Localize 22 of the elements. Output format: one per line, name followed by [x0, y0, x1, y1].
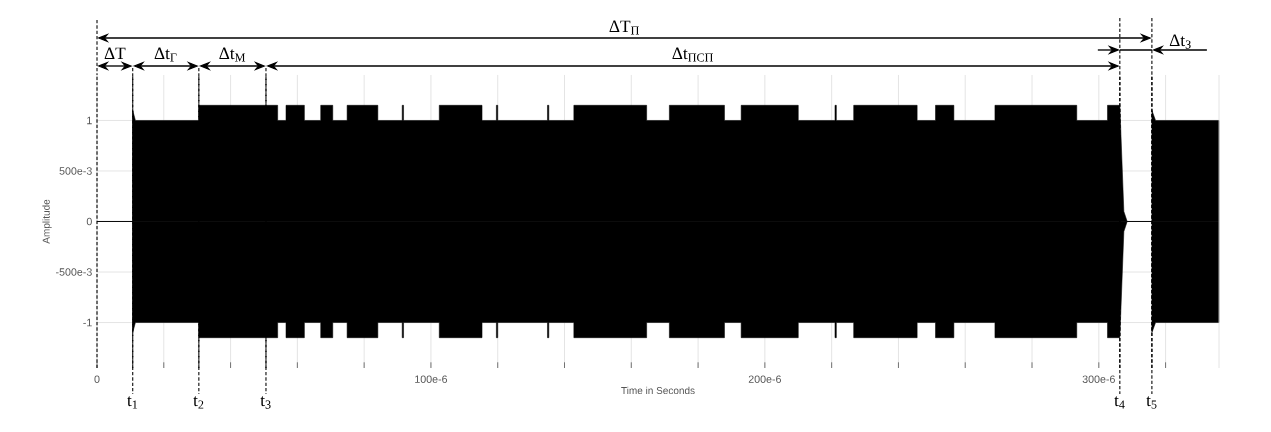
x-tick-label: 0	[94, 375, 100, 383]
x-axis-title: Time in Seconds	[621, 386, 695, 395]
ref-line-label: t$_{1}$	[127, 396, 138, 409]
ref-line-label: t$_{3}$	[260, 396, 271, 409]
ref-line-label: t$_{5}$	[1146, 396, 1157, 409]
ref-line-label: t$_{4}$	[1114, 396, 1125, 409]
y-tick-label: 1	[87, 116, 92, 125]
y-tick-label: 0	[86, 217, 92, 226]
ref-line-label: t$_{2}$	[193, 396, 204, 409]
x-tick-label: 200e-6	[748, 375, 781, 383]
x-tick-label: 100e-6	[415, 375, 448, 383]
text: ΔT	[104, 47, 126, 59]
text: Δt$_{М}$	[219, 47, 246, 62]
y-axis-title: Amplitude	[42, 199, 52, 244]
text: Δt$_{З}$	[1169, 34, 1191, 49]
y-tick-label: -1	[83, 318, 92, 327]
y-tick-label: -500e-3	[56, 268, 92, 276]
x-tick-label: 300e-6	[1082, 375, 1115, 383]
text: ΔT$_{П}$	[609, 20, 640, 35]
y-tick-label: 500e-3	[59, 167, 92, 175]
text: Δt$_{ПСП}$	[672, 47, 713, 62]
text: Δt$_{Г}$	[154, 47, 177, 62]
